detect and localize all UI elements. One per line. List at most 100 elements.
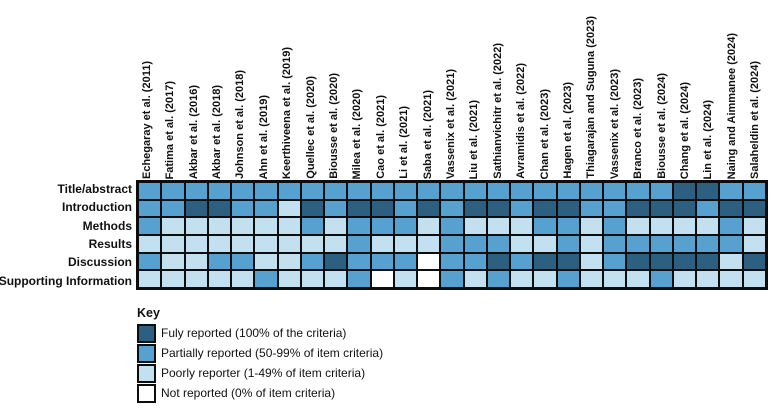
heatmap-cell — [139, 200, 161, 217]
heatmap-cell — [185, 183, 207, 199]
heatmap-cell — [487, 253, 510, 270]
heatmap-cell — [208, 183, 231, 199]
heatmap-cell — [534, 183, 556, 199]
heatmap-cell — [627, 253, 649, 270]
column-header: Branco et al. (2023) — [632, 78, 645, 179]
heatmap-cell — [139, 253, 161, 270]
heatmap-cell — [255, 218, 277, 234]
heatmap-cell — [185, 200, 207, 217]
heatmap-cell — [185, 271, 207, 287]
column-header: Liu et al. (2021) — [468, 99, 481, 179]
heatmap-cell — [301, 183, 324, 199]
row-label: Results — [88, 237, 132, 252]
heatmap-cell — [487, 271, 510, 287]
column-header: Salaheldin et al. (2024) — [749, 61, 762, 179]
heatmap-cell — [208, 271, 231, 287]
heatmap-cell — [348, 271, 370, 287]
heatmap-cell — [162, 218, 184, 234]
heatmap-cell — [604, 183, 626, 199]
heatmap-cell — [604, 218, 626, 234]
heatmap-cell — [557, 271, 579, 287]
column-header: Fatima et al. (2017) — [164, 80, 177, 179]
legend: Key Fuly reported (100% of the criteria)… — [137, 306, 383, 403]
legend-item-fully-reported: Fuly reported (100% of the criteria) — [137, 323, 383, 343]
heatmap-cell — [604, 253, 626, 270]
heatmap-cell — [650, 218, 672, 234]
heatmap-cell — [534, 218, 556, 234]
heatmap-cell — [162, 253, 184, 270]
heatmap-cell — [418, 183, 440, 199]
heatmap-cell — [580, 271, 603, 287]
heatmap-cell — [697, 253, 719, 270]
heatmap-cell — [139, 271, 161, 287]
heatmap-cell — [511, 236, 533, 252]
legend-label: Not reported (0% of item criteria) — [161, 386, 336, 400]
heatmap-cell — [255, 253, 277, 270]
heatmap-cell — [511, 200, 533, 217]
column-header: Quellec et al. (2020) — [304, 76, 317, 179]
legend-item-poorly-reported: Poorly reporter (1-49% of item criteria) — [137, 363, 383, 383]
heatmap-cell — [371, 271, 393, 287]
heatmap-cell — [627, 200, 649, 217]
heatmap-cell — [441, 236, 463, 252]
column-header: Avramidis et al. (2022) — [515, 63, 528, 179]
heatmap-cell — [418, 200, 440, 217]
heatmap-cell — [557, 218, 579, 234]
heatmap-cell — [325, 218, 347, 234]
heatmap-cell — [557, 236, 579, 252]
heatmap-cell — [255, 200, 277, 217]
legend-title: Key — [137, 306, 160, 320]
heatmap-cell — [139, 218, 161, 234]
heatmap-cell — [720, 218, 742, 234]
row-label: Introduction — [62, 200, 132, 215]
heatmap-cell — [580, 200, 603, 217]
heatmap-cell — [325, 271, 347, 287]
heatmap-cell — [185, 253, 207, 270]
heatmap-cell — [278, 253, 300, 270]
row-label: Title/abstract — [57, 182, 132, 197]
heatmap-cell — [627, 183, 649, 199]
heatmap-cell — [673, 218, 696, 234]
heatmap-cell — [673, 200, 696, 217]
heatmap-cell — [162, 236, 184, 252]
heatmap-cell — [743, 271, 765, 287]
column-header: Thiagarajan and Suguna (2023) — [585, 16, 598, 179]
heatmap-cell — [418, 236, 440, 252]
heatmap-cell — [394, 271, 417, 287]
heatmap-cell — [673, 183, 696, 199]
heatmap-cell — [139, 236, 161, 252]
heatmap-cell — [278, 218, 300, 234]
heatmap-cell — [371, 218, 393, 234]
heatmap-cell — [697, 271, 719, 287]
row-label: Methods — [82, 218, 132, 233]
heatmap-cell — [534, 236, 556, 252]
heatmap-cell — [348, 183, 370, 199]
heatmap-cell — [720, 236, 742, 252]
heatmap-cell — [580, 183, 603, 199]
heatmap-cell — [441, 271, 463, 287]
heatmap-cell — [418, 271, 440, 287]
heatmap-cell — [348, 218, 370, 234]
heatmap-cell — [278, 271, 300, 287]
heatmap-cell — [441, 200, 463, 217]
column-header: Keerthiveena et al. (2019) — [281, 46, 294, 179]
heatmap-cell — [232, 183, 254, 199]
heatmap-cell — [464, 183, 486, 199]
heatmap-cell — [301, 271, 324, 287]
heatmap-cell — [441, 183, 463, 199]
heatmap-cell — [743, 183, 765, 199]
heatmap-cell — [394, 218, 417, 234]
heatmap-cell — [232, 200, 254, 217]
heatmap-cell — [278, 183, 300, 199]
column-header: Vassenix et al. (2021) — [444, 68, 457, 179]
heatmap-cell — [325, 183, 347, 199]
heatmap-cell — [301, 236, 324, 252]
column-header: Milea et al. (2020) — [351, 88, 364, 180]
heatmap-cell — [418, 253, 440, 270]
heatmap-cell — [232, 218, 254, 234]
heatmap-cell — [557, 200, 579, 217]
column-header: Ahn et al. (2019) — [257, 94, 270, 179]
heatmap-cell — [580, 218, 603, 234]
heatmap-cell — [650, 236, 672, 252]
heatmap-cell — [697, 218, 719, 234]
